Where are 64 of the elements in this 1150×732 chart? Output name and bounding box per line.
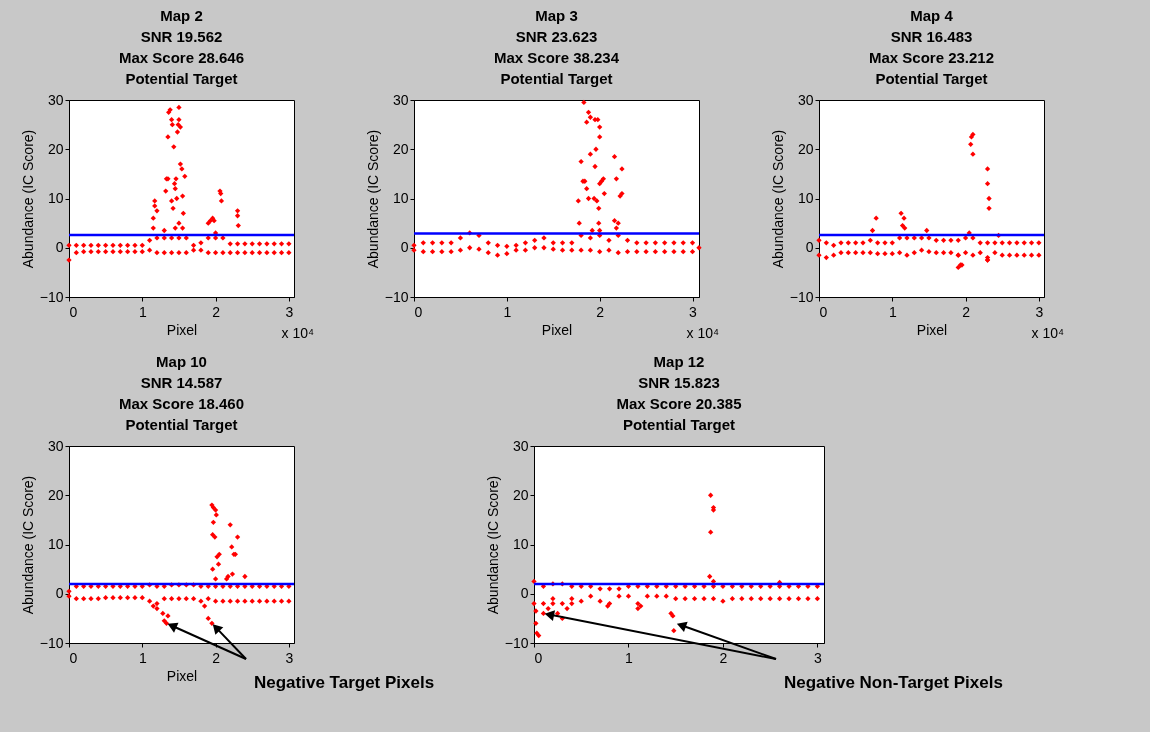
x-tick-label: 3	[813, 649, 822, 666]
x-tick-label: 1	[138, 649, 147, 666]
y-axis-title: Abundance (IC Score)	[484, 475, 501, 615]
chart-title: Map 12 SNR 15.823 Max Score 20.385 Potential Target	[616, 353, 742, 433]
x-tick-label: 3	[285, 649, 294, 666]
text: x 10⁴	[281, 325, 314, 341]
x-axis-title: Pixel	[166, 321, 198, 338]
x-tick-label: 1	[625, 649, 634, 666]
y-tick-label: 10	[392, 190, 409, 206]
chart-title: Map 10 SNR 14.587 Max Score 18.460 Potential Target	[118, 353, 245, 433]
y-tick-label: 0	[400, 239, 409, 256]
y-tick-label: 30	[797, 91, 814, 108]
x-tick-label: 3	[689, 303, 698, 320]
x-tick-label: 2	[719, 649, 728, 666]
y-tick-label: 10	[797, 190, 814, 206]
annotation: Negative Target Pixels	[254, 673, 435, 692]
x-tick-label: 2	[212, 649, 221, 666]
y-tick-label: 10	[47, 536, 64, 552]
y-tick-label: 30	[512, 437, 529, 454]
y-tick-label: 30	[47, 437, 64, 454]
x-tick-label: 0	[819, 303, 828, 320]
y-tick-label: 30	[47, 91, 64, 108]
chart-title: Map 2 SNR 19.562 Max Score 28.646 Potential Target	[118, 7, 245, 87]
x-tick-label: 0	[69, 649, 78, 666]
x-tick-label: 1	[888, 303, 897, 320]
y-axis-title: Abundance (IC Score)	[19, 475, 36, 615]
y-tick-label: 10	[47, 190, 64, 206]
x-tick-label: 0	[69, 303, 78, 320]
y-tick-label: 0	[520, 585, 529, 602]
y-tick-label: 20	[512, 486, 529, 503]
x-tick-label: 0	[534, 649, 543, 666]
x-tick-label: 3	[285, 303, 294, 320]
y-tick-label: −10	[39, 634, 64, 651]
x-tick-label: 1	[503, 303, 512, 320]
y-tick-label: 20	[797, 140, 814, 157]
y-tick-label: 20	[47, 486, 64, 503]
x-tick-label: 2	[962, 303, 971, 320]
annotation: Negative Non-Target Pixels	[784, 673, 1003, 692]
y-tick-label: −10	[384, 288, 409, 305]
y-tick-label: −10	[789, 288, 814, 305]
y-tick-label: 0	[55, 585, 64, 602]
y-tick-label: 30	[392, 91, 409, 108]
text: x 10⁴	[1031, 325, 1064, 341]
x-axis-title: Pixel	[541, 321, 573, 338]
y-tick-label: 20	[47, 140, 64, 157]
y-axis-title: Abundance (IC Score)	[364, 129, 381, 269]
y-axis-title: Abundance (IC Score)	[19, 129, 36, 269]
y-tick-label: 0	[55, 239, 64, 256]
y-tick-label: 10	[512, 536, 529, 552]
y-tick-label: 0	[805, 239, 814, 256]
chart-title: Map 3 SNR 23.623 Max Score 38.234 Potential Target	[493, 7, 620, 87]
x-axis-title: Pixel	[166, 667, 198, 684]
x-tick-label: 2	[596, 303, 605, 320]
x-axis-title: Pixel	[916, 321, 948, 338]
y-tick-label: 20	[392, 140, 409, 157]
y-axis-title: Abundance (IC Score)	[769, 129, 786, 269]
x-tick-label: 3	[1035, 303, 1044, 320]
x-tick-label: 1	[138, 303, 147, 320]
text: x 10⁴	[686, 325, 719, 341]
x-tick-label: 2	[212, 303, 221, 320]
chart-title: Map 4 SNR 16.483 Max Score 23.212 Potential Target	[868, 7, 995, 87]
x-tick-label: 0	[414, 303, 423, 320]
y-tick-label: −10	[504, 634, 529, 651]
y-tick-label: −10	[39, 288, 64, 305]
